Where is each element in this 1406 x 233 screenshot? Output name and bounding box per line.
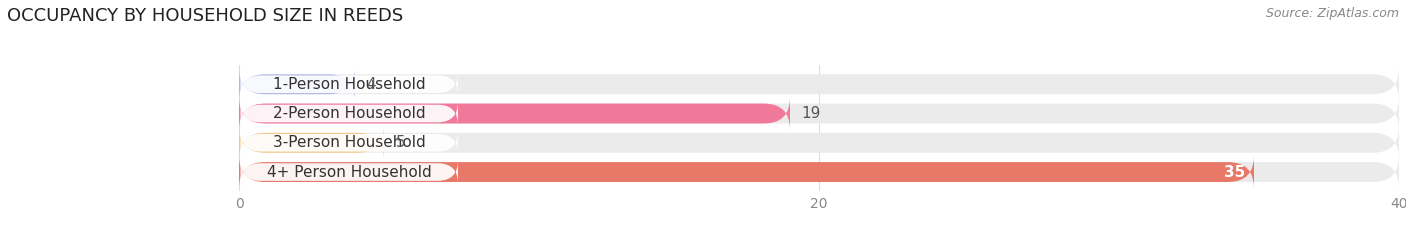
- FancyBboxPatch shape: [239, 156, 1399, 188]
- Text: 3-Person Household: 3-Person Household: [273, 135, 426, 150]
- Text: 4+ Person Household: 4+ Person Household: [267, 164, 432, 180]
- Text: 4: 4: [367, 77, 377, 92]
- Text: 2-Person Household: 2-Person Household: [273, 106, 426, 121]
- Text: 5: 5: [395, 135, 405, 150]
- FancyBboxPatch shape: [239, 68, 354, 101]
- FancyBboxPatch shape: [239, 156, 1254, 188]
- FancyBboxPatch shape: [240, 72, 458, 96]
- FancyBboxPatch shape: [240, 160, 458, 184]
- FancyBboxPatch shape: [239, 126, 384, 159]
- FancyBboxPatch shape: [239, 97, 790, 130]
- Text: 1-Person Household: 1-Person Household: [273, 77, 426, 92]
- FancyBboxPatch shape: [239, 68, 1399, 101]
- Text: OCCUPANCY BY HOUSEHOLD SIZE IN REEDS: OCCUPANCY BY HOUSEHOLD SIZE IN REEDS: [7, 7, 404, 25]
- FancyBboxPatch shape: [240, 131, 458, 154]
- FancyBboxPatch shape: [239, 97, 1399, 130]
- FancyBboxPatch shape: [239, 126, 1399, 159]
- Text: 19: 19: [801, 106, 821, 121]
- Text: 35: 35: [1225, 164, 1246, 180]
- Text: Source: ZipAtlas.com: Source: ZipAtlas.com: [1265, 7, 1399, 20]
- FancyBboxPatch shape: [240, 102, 458, 125]
